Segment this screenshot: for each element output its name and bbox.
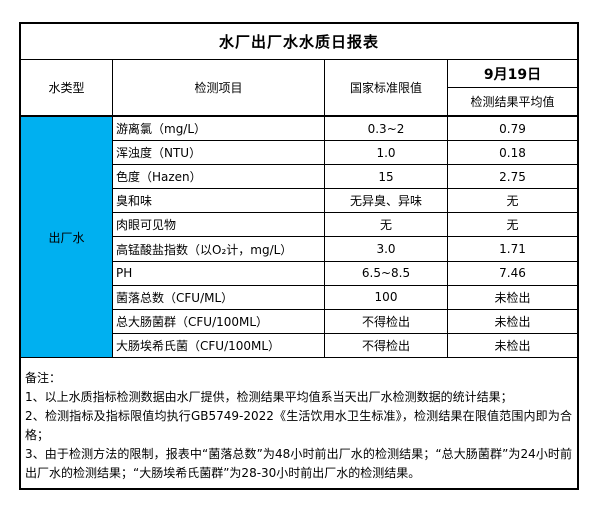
table-row: 高锰酸盐指数（以O₂计，mg/L） 3.0 1.71 <box>113 237 577 262</box>
row-item-label: 菌落总数（CFU/ML） <box>113 285 325 309</box>
table-row: 臭和味 无异臭、异味 无 <box>113 189 577 214</box>
row-result-value: 未检出 <box>494 338 531 353</box>
row-item-label: 总大肠菌群（CFU/100ML） <box>113 309 325 333</box>
header-water-type: 水类型 <box>21 60 113 115</box>
header-result-group: 9月19日 检测结果平均值 <box>448 60 577 115</box>
remark-item: 1、以上水质指标检测数据由水厂提供，检测结果平均值系当天出厂水检测数据的统计结果… <box>25 390 513 404</box>
header-standard-limit: 国家标准限值 <box>325 60 448 115</box>
report-title: 水厂出厂水水质日报表 <box>21 24 577 60</box>
row-result-value: 0.79 <box>499 121 526 136</box>
header-result-average: 检测结果平均值 <box>470 95 555 109</box>
table-row: 总大肠菌群（CFU/100ML） 不得检出 未检出 <box>113 309 577 334</box>
table-row: 游离氯（mg/L） 0.3~2 0.79 <box>113 117 577 142</box>
row-item-label: 肉眼可见物 <box>113 213 325 237</box>
water-quality-report-table: 水厂出厂水水质日报表 水类型 检测项目 国家标准限值 9月19日 检测结果平均值… <box>19 22 579 490</box>
table-row: 色度（Hazen） 15 2.75 <box>113 165 577 190</box>
table-row: PH 6.5~8.5 7.46 <box>113 261 577 286</box>
row-item-label: 游离氯（mg/L） <box>113 117 325 141</box>
row-limit-value: 不得检出 <box>325 333 448 357</box>
water-type-merged-cell: 出厂水 <box>21 117 113 357</box>
row-limit-value: 3.0 <box>325 237 448 261</box>
row-result-value: 7.46 <box>499 266 526 281</box>
table-header-row: 水类型 检测项目 国家标准限值 9月19日 检测结果平均值 <box>21 60 577 117</box>
row-item-label: 浑浊度（NTU） <box>113 141 325 165</box>
row-limit-value: 不得检出 <box>325 309 448 333</box>
row-limit-value: 15 <box>325 165 448 189</box>
row-result-value: 未检出 <box>494 314 531 329</box>
row-limit-value: 无异臭、异味 <box>325 189 448 213</box>
data-rows: 游离氯（mg/L） 0.3~2 0.79 浑浊度（NTU） 1.0 0.18 色… <box>113 117 577 357</box>
row-item-label: 大肠埃希氏菌（CFU/100ML） <box>113 333 325 357</box>
header-date: 9月19日 <box>448 60 577 88</box>
table-row: 浑浊度（NTU） 1.0 0.18 <box>113 141 577 166</box>
row-item-label: 色度（Hazen） <box>113 165 325 189</box>
table-row: 菌落总数（CFU/ML） 100 未检出 <box>113 285 577 310</box>
row-limit-value: 0.3~2 <box>325 117 448 141</box>
table-row: 大肠埃希氏菌（CFU/100ML） 不得检出 未检出 <box>113 333 577 357</box>
table-body: 出厂水 游离氯（mg/L） 0.3~2 0.79 浑浊度（NTU） 1.0 0.… <box>21 117 577 358</box>
row-result-value: 未检出 <box>494 290 531 305</box>
row-item-label: 高锰酸盐指数（以O₂计，mg/L） <box>113 237 325 261</box>
row-item-label: PH <box>113 261 325 285</box>
row-result-value: 无 <box>506 194 519 209</box>
remark-item: 3、由于检测方法的限制，报表中“菌落总数”为48小时前出厂水的检测结果；“总大肠… <box>25 447 572 480</box>
row-result-value: 0.18 <box>499 145 526 160</box>
row-limit-value: 100 <box>325 285 448 309</box>
row-item-label: 臭和味 <box>113 189 325 213</box>
row-limit-value: 1.0 <box>325 141 448 165</box>
row-result-value: 2.75 <box>499 169 526 184</box>
row-result-value: 1.71 <box>499 242 526 257</box>
remarks-section: 备注： 1、以上水质指标检测数据由水厂提供，检测结果平均值系当天出厂水检测数据的… <box>21 358 577 488</box>
remarks-label: 备注： <box>25 371 62 385</box>
row-limit-value: 无 <box>325 213 448 237</box>
remark-item: 2、检测指标及指标限值均执行GB5749-2022《生活饮用水卫生标准》，检测结… <box>25 409 572 442</box>
row-limit-value: 6.5~8.5 <box>325 261 448 285</box>
header-test-item: 检测项目 <box>113 60 325 115</box>
table-row: 肉眼可见物 无 无 <box>113 213 577 238</box>
row-result-value: 无 <box>506 218 519 233</box>
